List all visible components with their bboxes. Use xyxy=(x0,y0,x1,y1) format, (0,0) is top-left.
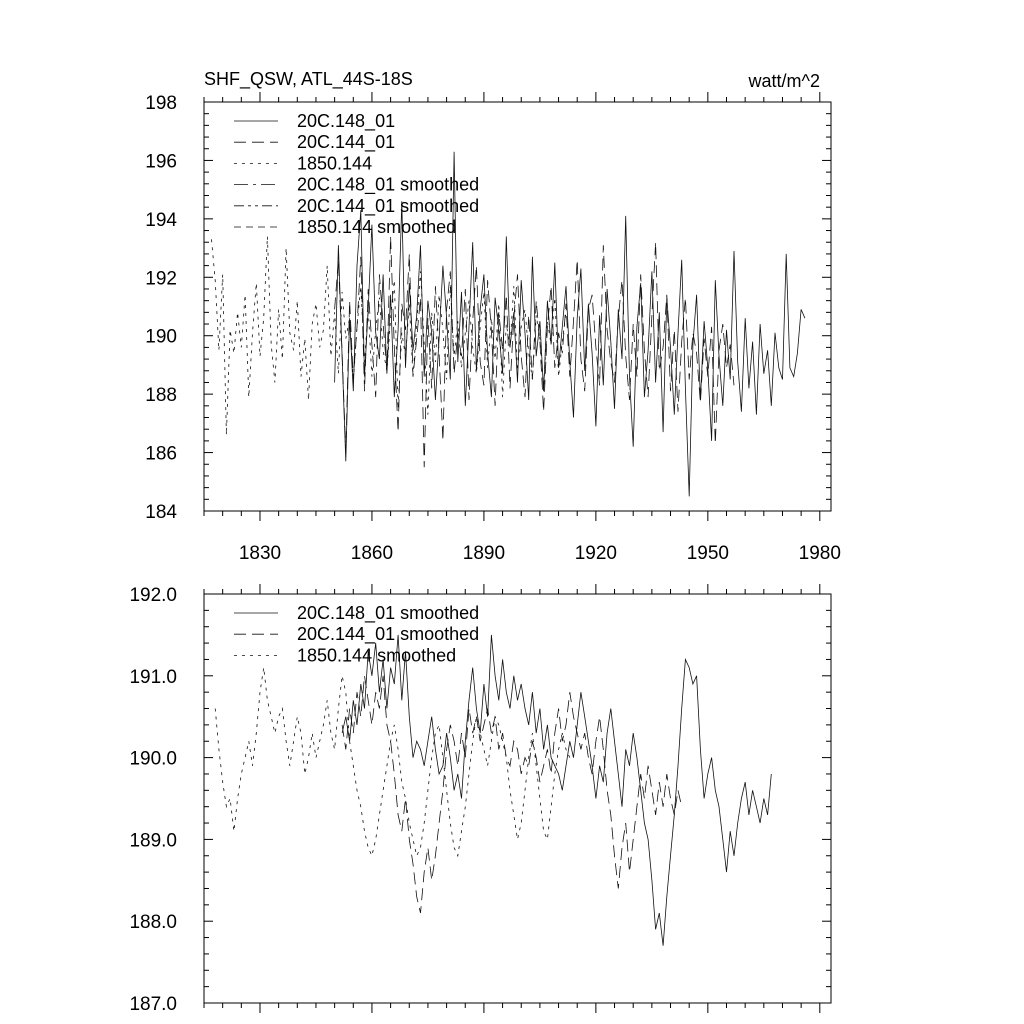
y-tick-label: 192 xyxy=(145,268,177,289)
y-tick-label: 186 xyxy=(145,444,177,465)
axis-ticks: 187.0 188.0 189.0 190.0 191.0 192.0 xyxy=(129,584,831,1015)
x-tick-label: 1980 xyxy=(799,543,841,564)
axis-ticks: 184 186 188 190 192 194 196 198 1830 1860 1890 1920… xyxy=(145,92,841,564)
plot-frame xyxy=(203,101,832,512)
x-tick-label: 1920 xyxy=(575,543,617,564)
legend-label: 1850.144 smoothed xyxy=(297,645,456,665)
y-tick-label: 192.0 xyxy=(129,585,177,606)
series-line xyxy=(334,236,735,468)
legend-label: 20C.144_01 smoothed xyxy=(297,624,479,645)
y-tick-label: 190 xyxy=(145,327,177,348)
series-group xyxy=(211,151,806,497)
y-tick-label: 190.0 xyxy=(129,749,177,770)
series-line xyxy=(341,634,772,946)
legend-label: 1850.144 smoothed xyxy=(297,217,456,237)
plot-frame xyxy=(203,593,832,1004)
series-group xyxy=(214,634,772,946)
series-line xyxy=(214,667,571,858)
legend-label: 20C.144_01 smoothed xyxy=(297,196,479,217)
top-chart-panel: SHF_QSW, ATL_44S-18S watt/m^2 1841861881… xyxy=(145,69,841,564)
y-tick-label: 187.0 xyxy=(129,994,177,1015)
legend-label: 20C.144_01 xyxy=(297,132,395,153)
x-tick-label: 1830 xyxy=(239,543,281,564)
series-line xyxy=(211,236,567,436)
legend-label: 20C.148_01 smoothed xyxy=(297,603,479,624)
y-tick-label: 189.0 xyxy=(129,830,177,851)
y-tick-label: 191.0 xyxy=(129,667,177,688)
y-tick-label: 198 xyxy=(145,93,177,114)
y-tick-label: 188 xyxy=(145,385,177,406)
units-label: watt/m^2 xyxy=(748,71,820,91)
chart-title: SHF_QSW, ATL_44S-18S xyxy=(204,69,413,90)
legend-label: 20C.148_01 smoothed xyxy=(297,175,479,196)
legend-label: 1850.144 xyxy=(297,153,372,173)
x-tick-label: 1860 xyxy=(351,543,393,564)
bottom-chart-panel: 187.0 188.0 189.0 190.0 191.0 192.0 20C.148_0… xyxy=(129,584,832,1015)
x-tick-label: 1890 xyxy=(463,543,505,564)
y-tick-label: 196 xyxy=(145,151,177,172)
y-tick-label: 194 xyxy=(145,210,177,231)
series-line xyxy=(334,151,806,497)
y-tick-label: 184 xyxy=(145,502,177,523)
series-line xyxy=(341,675,683,914)
x-tick-label: 1950 xyxy=(687,543,729,564)
y-tick-label: 188.0 xyxy=(129,912,177,933)
legend-label: 20C.148_01 xyxy=(297,111,395,132)
